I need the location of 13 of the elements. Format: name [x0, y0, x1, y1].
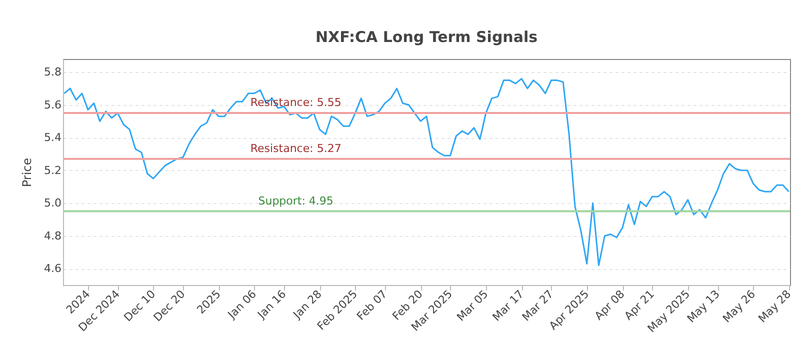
y-tick-label: 4.8: [44, 229, 62, 242]
y-tick-label: 5.4: [44, 131, 62, 144]
line-series: [63, 78, 790, 266]
x-tick-label: Mar 05: [454, 288, 491, 324]
y-axis-title: Price: [20, 158, 34, 188]
y-tick-label: 4.6: [44, 262, 62, 276]
ref-line-label: Support: 4.95: [258, 194, 334, 208]
y-tick-label: 5.2: [44, 164, 62, 177]
ref-line-label: Resistance: 5.27: [250, 142, 342, 155]
y-tick-label: 5.0: [44, 196, 62, 210]
y-tick-label: 5.8: [44, 66, 62, 79]
chart-title: NXF:CA Long Term Signals: [315, 28, 538, 46]
y-tick-label: 5.6: [44, 98, 62, 112]
